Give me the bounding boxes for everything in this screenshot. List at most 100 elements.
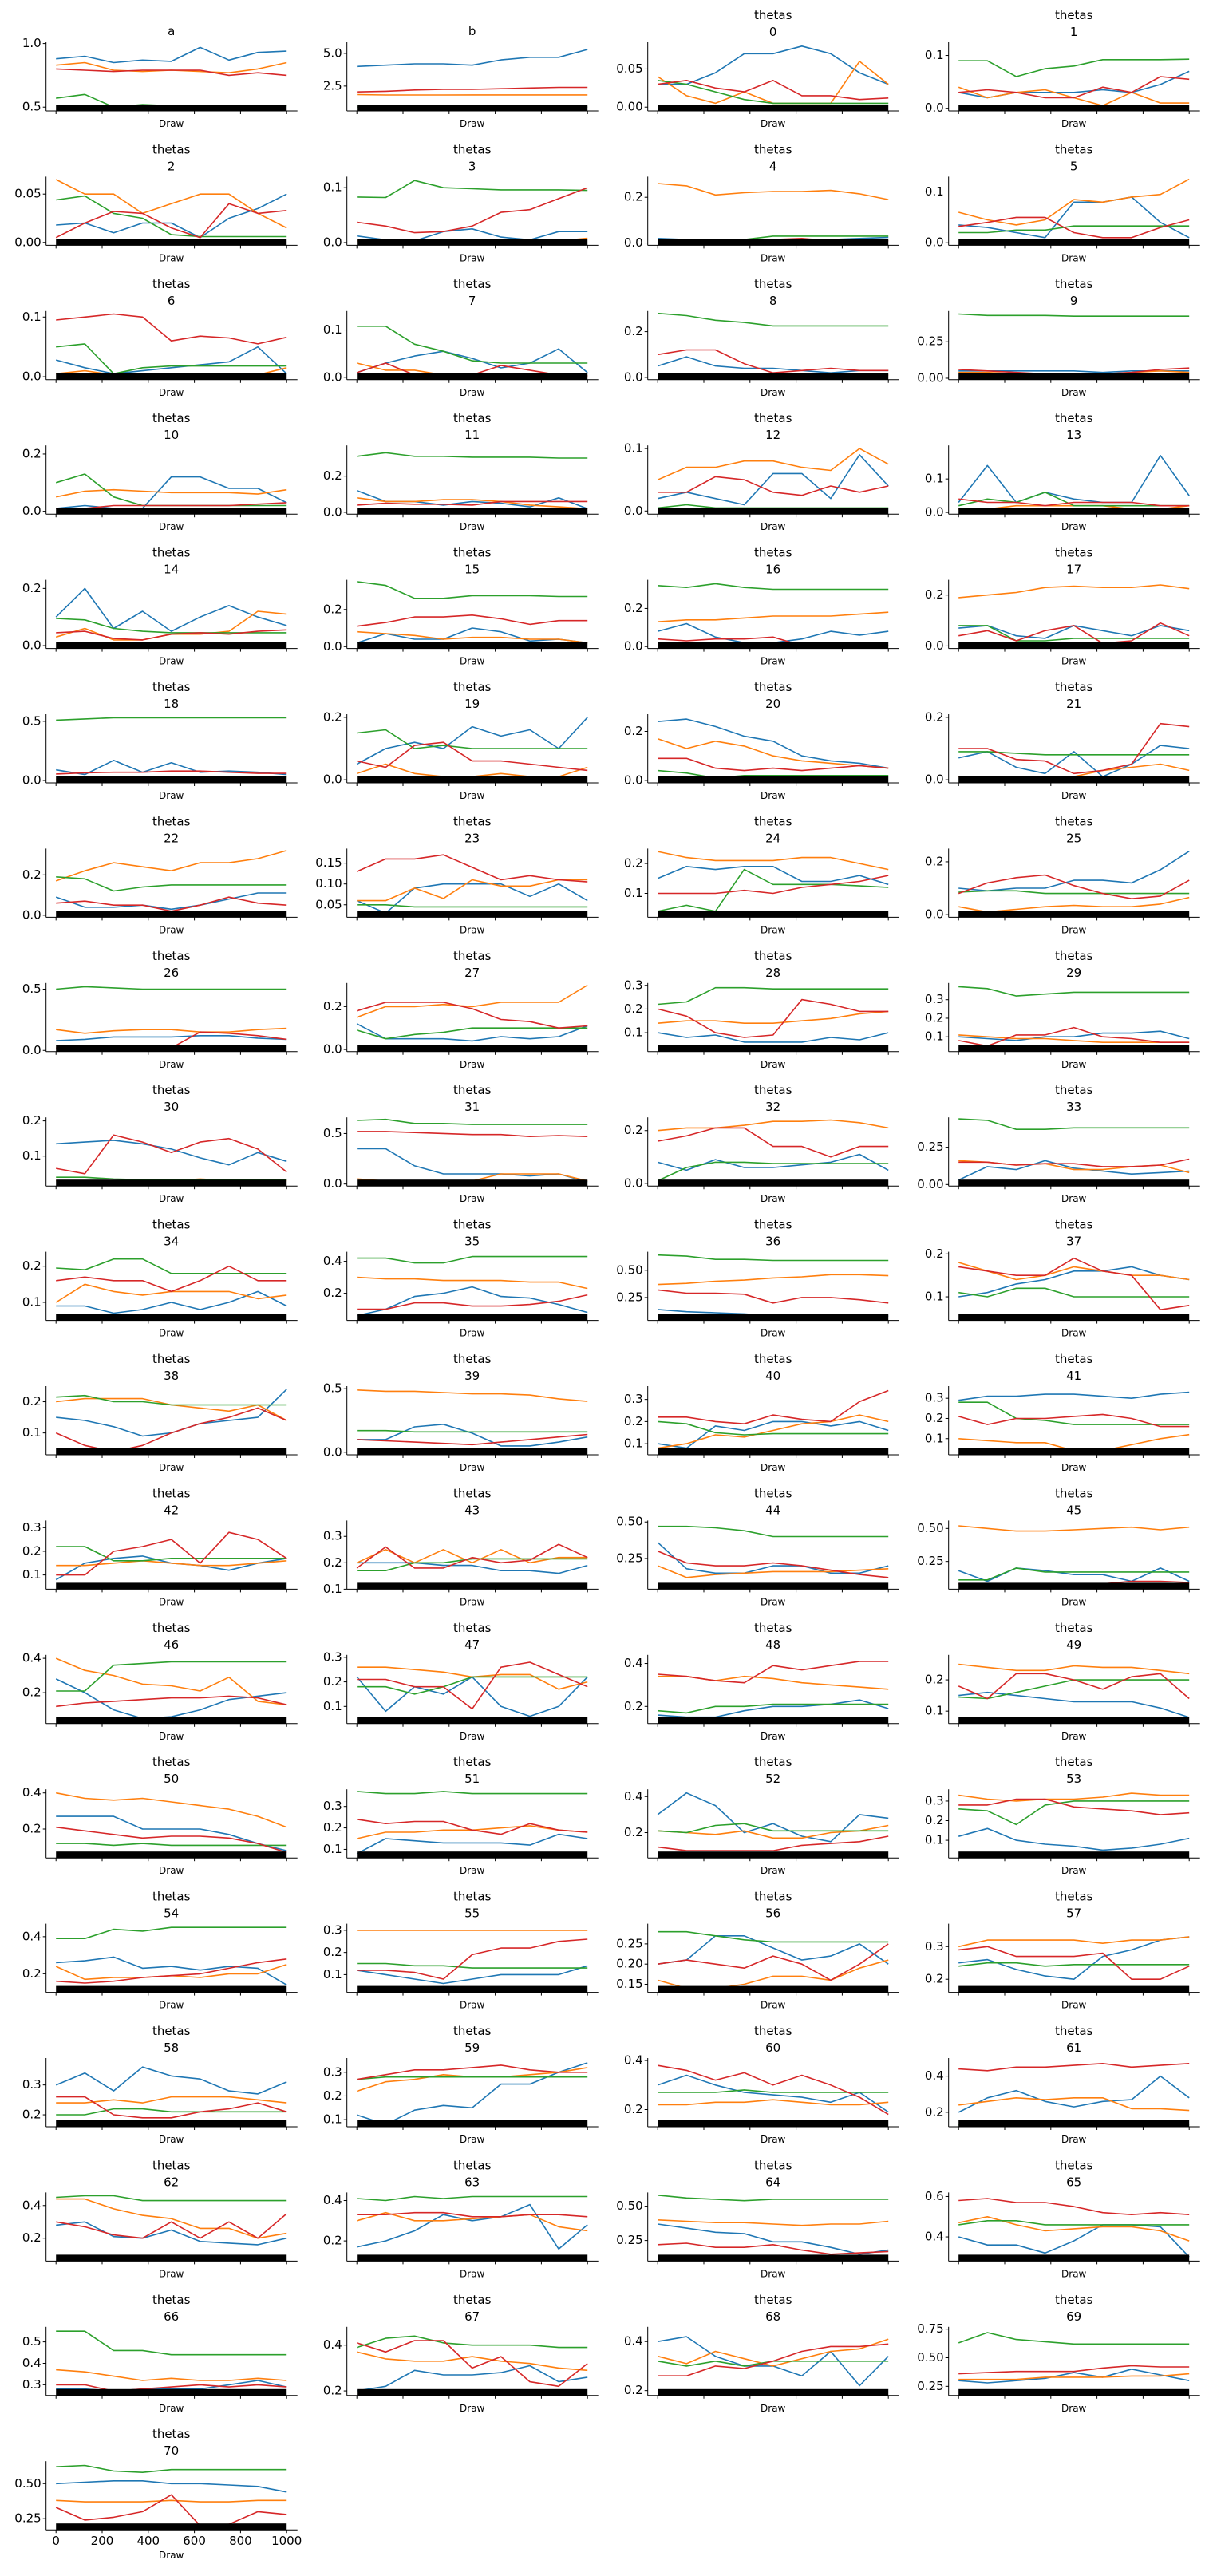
series-line-chain-2 <box>958 1118 1190 1130</box>
series-line-chain-2 <box>56 2330 287 2356</box>
y-tick-label: 0.0 <box>624 235 643 250</box>
subplot-27: thetas 25 0.0 0.2 Draw <box>925 814 1200 935</box>
x-axis-label: Draw <box>460 1328 485 1339</box>
y-tick-label: 0.1 <box>624 1436 643 1451</box>
rug-bar <box>658 1045 889 1052</box>
series-line-chain-3 <box>55 1407 287 1452</box>
y-tick-label: 0.5 <box>22 982 41 996</box>
subplot-title: thetas <box>453 1218 492 1232</box>
series-line-chain-2 <box>56 1661 287 1692</box>
series-line-chain-1 <box>357 93 588 96</box>
series-line-chain-0 <box>657 1542 889 1574</box>
series-line-chain-3 <box>357 1294 588 1310</box>
x-axis-label: Draw <box>1061 2134 1087 2145</box>
subplot-50: thetas 48 0.2 0.4 Draw <box>624 1621 899 1742</box>
subplot-title: thetas <box>1055 2024 1093 2038</box>
series-group <box>958 1663 1190 1718</box>
series-line-chain-0 <box>958 1567 1190 1582</box>
series-group <box>55 313 287 376</box>
series-group <box>56 46 287 108</box>
subplot-title: thetas <box>152 1083 191 1097</box>
x-axis-label: Draw <box>460 656 485 667</box>
y-tick-label: 0.1 <box>925 1290 944 1304</box>
x-axis-label: Draw <box>1061 2268 1087 2279</box>
x-axis-label: Draw <box>159 387 184 398</box>
series-line-chain-0 <box>958 1030 1190 1041</box>
x-axis-label: Draw <box>159 2403 184 2414</box>
subplot-title: thetas <box>152 277 191 291</box>
y-tick-label: 0.0 <box>624 369 643 384</box>
series-group <box>657 583 889 646</box>
subplot-title: thetas <box>453 2293 492 2307</box>
x-axis-label: Draw <box>159 2000 184 2011</box>
series-line-chain-3 <box>658 1127 889 1158</box>
series-line-chain-0 <box>958 745 1190 778</box>
y-tick-label: 0.00 <box>616 100 642 114</box>
x-tick-label: 0 <box>52 2534 60 2548</box>
series-line-chain-1 <box>357 2351 588 2372</box>
subplot-subtitle-index: 10 <box>164 428 179 442</box>
series-line-chain-2 <box>958 625 1190 642</box>
series-line-chain-0 <box>356 1833 588 1855</box>
subplot-title: thetas <box>1055 411 1093 425</box>
subplot-2: thetas 0 0.00 0.05 Draw <box>616 8 899 129</box>
series-group <box>55 2066 287 2119</box>
x-axis-label: Draw <box>1061 1462 1087 1473</box>
series-line-chain-2 <box>658 583 889 591</box>
series-line-chain-2 <box>56 986 287 990</box>
y-tick-label: 0.2 <box>624 2102 643 2116</box>
x-axis-label: Draw <box>761 1328 786 1339</box>
y-tick-label: 0.50 <box>917 2350 943 2365</box>
series-group <box>658 1661 889 1718</box>
series-line-chain-2 <box>958 2332 1190 2345</box>
series-line-chain-0 <box>56 46 287 64</box>
series-line-chain-2 <box>357 1255 588 1264</box>
series-line-chain-0 <box>55 2066 287 2095</box>
subplot-subtitle-index: 40 <box>765 1369 780 1383</box>
series-line-chain-3 <box>658 2242 889 2255</box>
x-axis-label: Draw <box>761 387 786 398</box>
y-tick-label: 0.1 <box>22 310 41 324</box>
y-tick-label: 0.1 <box>925 1704 944 1718</box>
rug-bar <box>958 911 1190 918</box>
series-line-chain-2 <box>658 1930 889 1943</box>
subplot-title: thetas <box>152 2293 191 2307</box>
rug-bar <box>958 105 1190 111</box>
subplot-subtitle-index: 2 <box>168 159 176 173</box>
y-tick-label: 0.50 <box>616 2199 642 2213</box>
series-line-chain-2 <box>56 2195 287 2202</box>
y-tick-label: 0.0 <box>925 638 944 653</box>
series-line-chain-3 <box>958 216 1190 239</box>
y-tick-label: 0.3 <box>323 2064 342 2079</box>
rug-bar <box>357 1448 588 1455</box>
subplot-title: thetas <box>152 1352 191 1366</box>
rug-bar <box>357 2254 588 2262</box>
subplot-subtitle-index: 60 <box>765 2041 780 2055</box>
y-tick-label: 0.3 <box>925 1391 944 1405</box>
series-line-chain-3 <box>356 2340 588 2388</box>
series-group <box>958 1792 1190 1851</box>
series-group <box>356 854 588 914</box>
rug-bar <box>56 2388 287 2396</box>
rug-bar <box>958 1448 1190 1455</box>
rug-bar <box>658 1717 889 1724</box>
series-line-chain-3 <box>357 2211 588 2218</box>
series-line-chain-3 <box>357 1938 588 1980</box>
series-line-chain-3 <box>958 874 1190 899</box>
series-line-chain-3 <box>658 2064 889 2116</box>
series-line-chain-2 <box>56 2464 287 2473</box>
y-tick-label: 0.4 <box>22 1785 41 1800</box>
y-tick-label: 0.2 <box>323 1555 342 1570</box>
x-axis-label: Draw <box>460 924 485 935</box>
subplot-subtitle-index: 22 <box>164 831 179 845</box>
series-line-chain-3 <box>357 1433 588 1446</box>
subplot-33: thetas 31 0.0 0.5 Draw <box>323 1083 599 1204</box>
series-line-chain-3 <box>658 757 889 772</box>
series-group <box>958 2063 1190 2126</box>
subplot-52: thetas 50 0.2 0.4 Draw <box>22 1755 298 1876</box>
series-line-chain-0 <box>55 1678 287 1720</box>
series-line-chain-1 <box>658 1274 889 1286</box>
y-tick-label: 0.4 <box>925 2230 944 2244</box>
series-line-chain-2 <box>958 58 1190 77</box>
series-group <box>658 2195 889 2255</box>
